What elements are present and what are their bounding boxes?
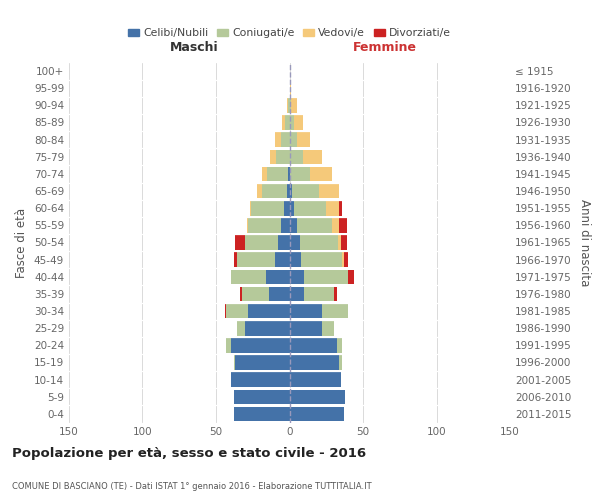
Bar	[281, 218, 290, 232]
Bar	[290, 166, 310, 181]
Bar	[301, 252, 343, 267]
Bar	[304, 270, 348, 284]
Bar	[303, 150, 322, 164]
Bar	[319, 184, 340, 198]
Bar	[290, 390, 346, 404]
Bar	[290, 270, 304, 284]
Bar	[226, 338, 230, 352]
Text: Popolazione per età, sesso e stato civile - 2016: Popolazione per età, sesso e stato civil…	[12, 448, 366, 460]
Bar	[278, 235, 290, 250]
Bar	[284, 201, 290, 216]
Bar	[310, 166, 332, 181]
Bar	[297, 218, 332, 232]
Bar	[239, 286, 242, 301]
Bar	[290, 98, 291, 112]
Bar	[326, 201, 340, 216]
Bar	[288, 166, 290, 181]
Bar	[250, 201, 251, 216]
Text: COMUNE DI BASCIANO (TE) - Dati ISTAT 1° gennaio 2016 - Elaborazione TUTTITALIA.I: COMUNE DI BASCIANO (TE) - Dati ISTAT 1° …	[12, 482, 371, 491]
Bar	[257, 184, 262, 198]
Bar	[233, 406, 290, 421]
Bar	[230, 338, 290, 352]
Bar	[290, 81, 291, 96]
Bar	[290, 235, 300, 250]
Bar	[233, 252, 236, 267]
Bar	[290, 321, 322, 336]
Bar	[275, 132, 281, 147]
Bar	[290, 355, 340, 370]
Bar	[348, 270, 354, 284]
Bar	[276, 150, 290, 164]
Bar	[242, 286, 269, 301]
Bar	[251, 201, 284, 216]
Text: Femmine: Femmine	[353, 41, 417, 54]
Bar	[230, 372, 290, 387]
Bar	[285, 115, 290, 130]
Bar	[271, 150, 276, 164]
Bar	[262, 184, 287, 198]
Bar	[248, 218, 281, 232]
Bar	[290, 218, 297, 232]
Bar	[304, 286, 334, 301]
Bar	[262, 166, 268, 181]
Bar	[334, 286, 337, 301]
Bar	[322, 321, 334, 336]
Bar	[245, 235, 278, 250]
Bar	[292, 184, 319, 198]
Y-axis label: Fasce di età: Fasce di età	[16, 208, 28, 278]
Bar	[236, 321, 245, 336]
Bar	[290, 132, 297, 147]
Bar	[248, 304, 290, 318]
Bar	[287, 184, 290, 198]
Y-axis label: Anni di nascita: Anni di nascita	[578, 199, 591, 286]
Bar	[233, 355, 235, 370]
Bar	[288, 98, 290, 112]
Bar	[290, 406, 344, 421]
Bar	[344, 252, 348, 267]
Bar	[294, 201, 326, 216]
Bar	[247, 218, 248, 232]
Bar	[282, 115, 285, 130]
Bar	[340, 218, 347, 232]
Bar	[338, 235, 341, 250]
Bar	[245, 321, 290, 336]
Bar	[266, 270, 290, 284]
Bar	[340, 201, 343, 216]
Bar	[275, 252, 290, 267]
Bar	[343, 252, 344, 267]
Bar	[290, 304, 322, 318]
Bar	[235, 235, 245, 250]
Legend: Celibi/Nubili, Coniugati/e, Vedovi/e, Divorziati/e: Celibi/Nubili, Coniugati/e, Vedovi/e, Di…	[124, 24, 455, 42]
Bar	[281, 132, 290, 147]
Text: Maschi: Maschi	[170, 41, 218, 54]
Bar	[297, 132, 310, 147]
Bar	[236, 252, 275, 267]
Bar	[337, 338, 343, 352]
Bar	[294, 115, 303, 130]
Bar	[290, 150, 303, 164]
Bar	[268, 166, 288, 181]
Bar	[225, 304, 226, 318]
Bar	[290, 372, 341, 387]
Bar	[290, 252, 301, 267]
Bar	[340, 355, 343, 370]
Bar	[290, 286, 304, 301]
Bar	[332, 218, 340, 232]
Bar	[290, 201, 294, 216]
Bar	[290, 115, 294, 130]
Bar	[233, 390, 290, 404]
Bar	[322, 304, 348, 318]
Bar	[226, 304, 248, 318]
Bar	[341, 235, 347, 250]
Bar	[269, 286, 290, 301]
Bar	[287, 98, 288, 112]
Bar	[290, 338, 337, 352]
Bar	[290, 184, 292, 198]
Bar	[291, 98, 297, 112]
Bar	[231, 270, 266, 284]
Bar	[235, 355, 290, 370]
Bar	[300, 235, 338, 250]
